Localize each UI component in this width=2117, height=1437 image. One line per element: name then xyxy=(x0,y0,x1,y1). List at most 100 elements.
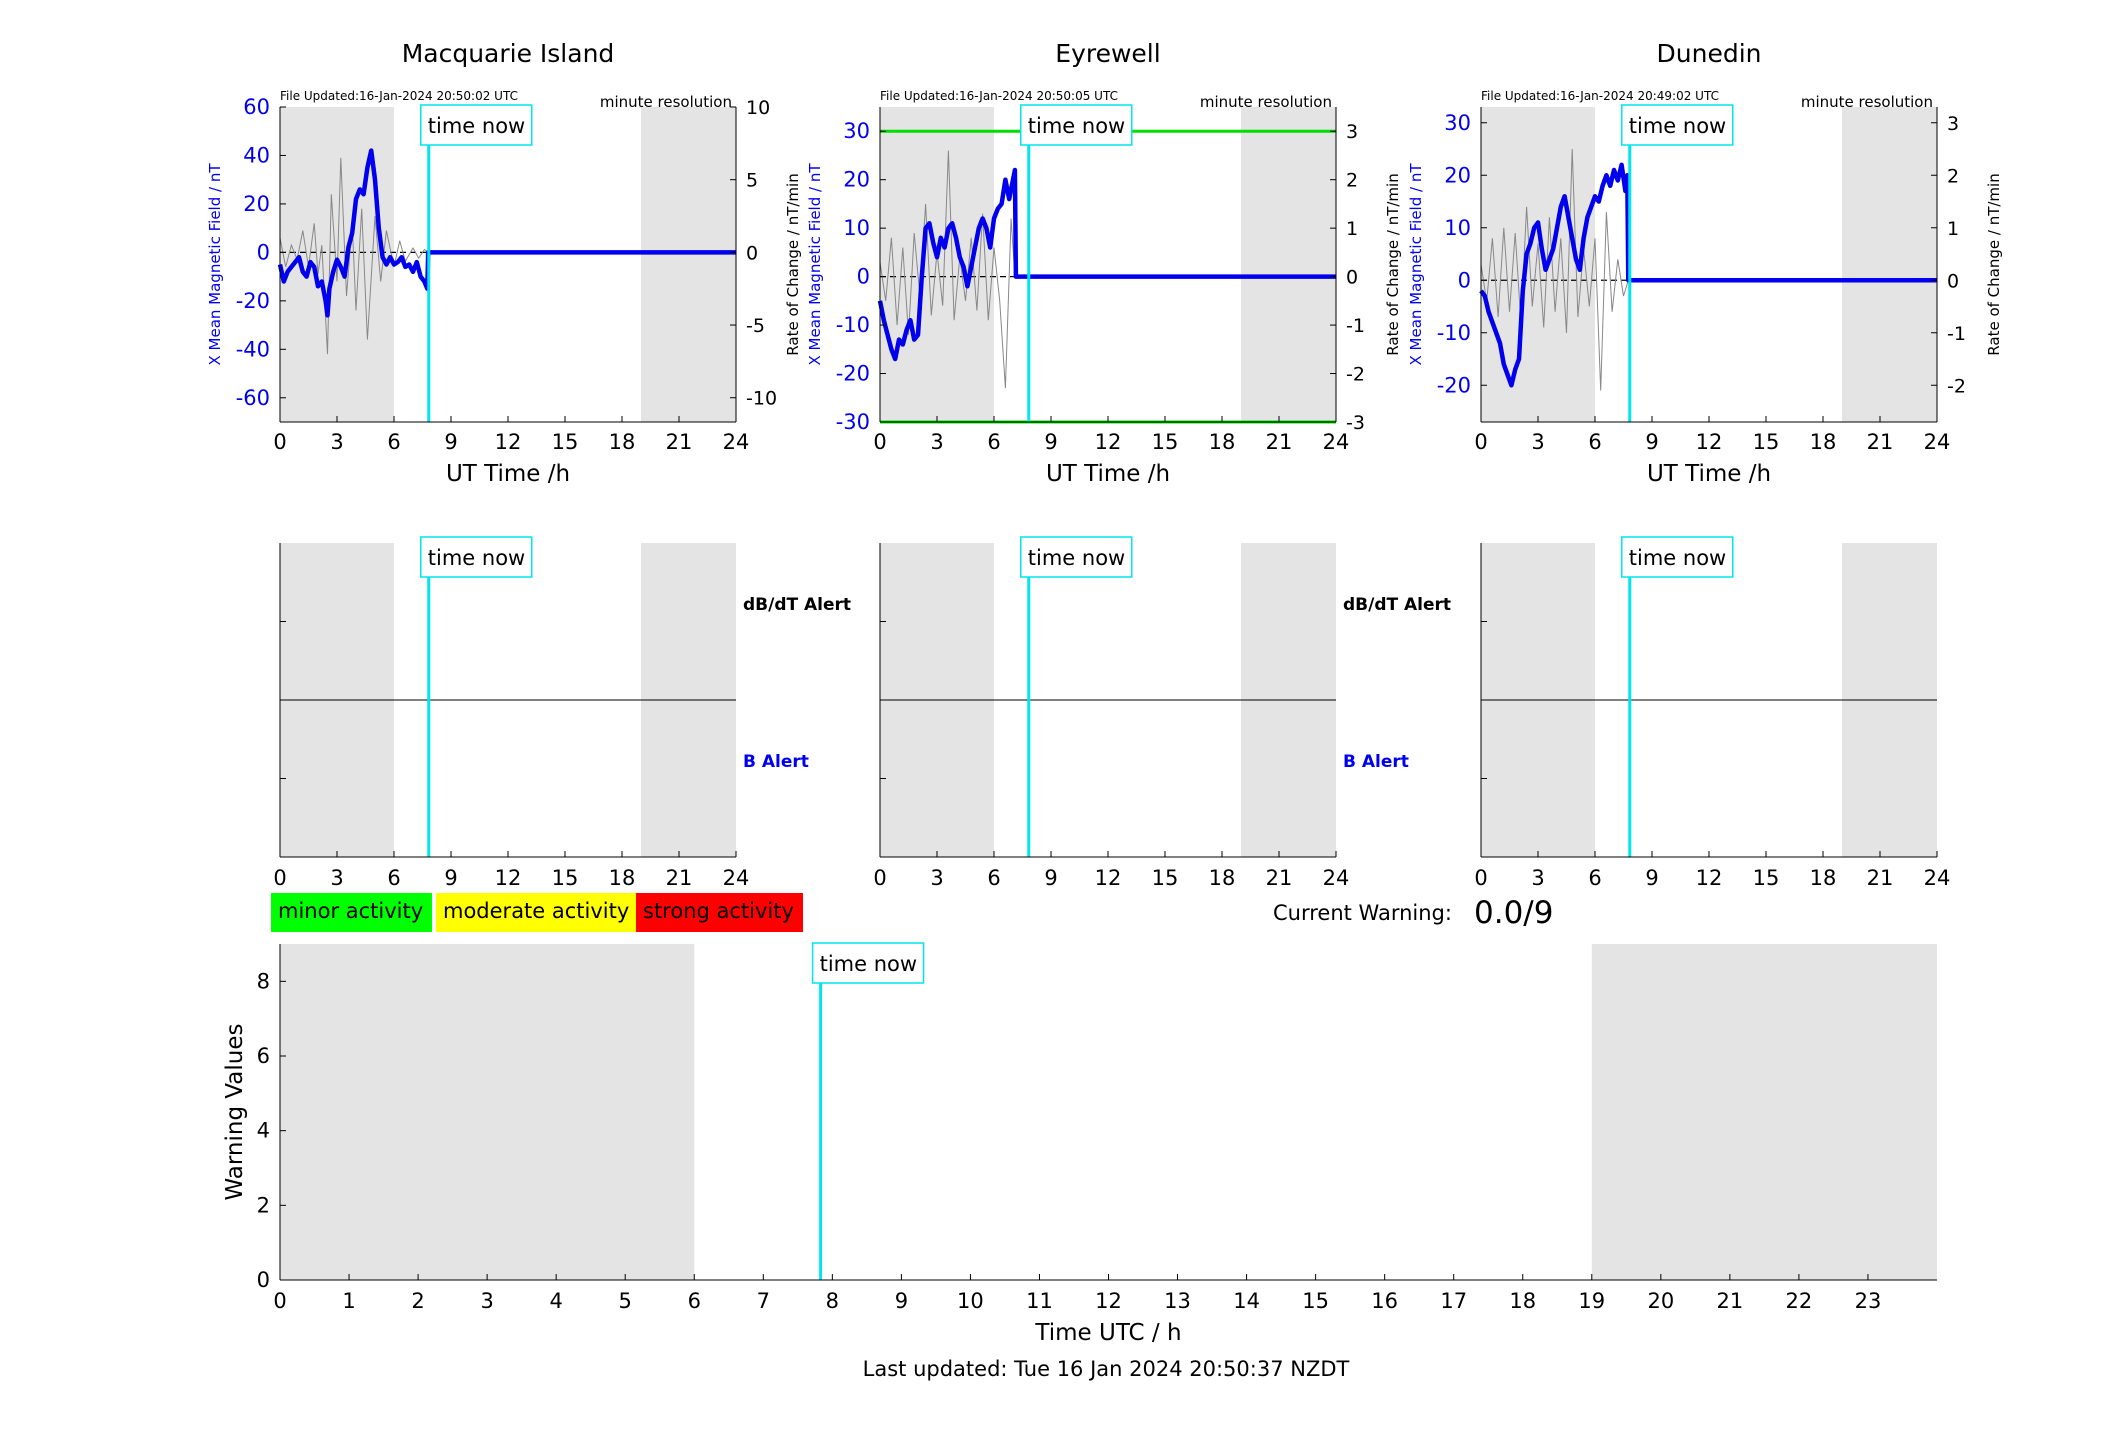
station-chart-1: Eyrewell File Updated:16-Jan-2024 20:50:0… xyxy=(806,39,1402,487)
x-tick-label: 12 xyxy=(495,866,522,890)
resolution-label: minute resolution xyxy=(1200,93,1332,111)
x-tick-label: 12 xyxy=(1095,866,1122,890)
x-tick-label: 20 xyxy=(1647,1289,1674,1313)
y-axis-label: X Mean Magnetic Field / nT xyxy=(1407,163,1425,366)
station-title: Macquarie Island xyxy=(402,39,615,68)
x-tick-label: 16 xyxy=(1371,1289,1398,1313)
y-axis-label: Warning Values xyxy=(222,1023,248,1200)
x-tick-label: 12 xyxy=(1696,430,1723,454)
file-updated: File Updated:16-Jan-2024 20:50:05 UTC xyxy=(880,89,1118,103)
x-tick-label: 15 xyxy=(552,430,579,454)
y-tick-label: 10 xyxy=(843,216,870,240)
x-tick-label: 22 xyxy=(1786,1289,1813,1313)
x-tick-label: 0 xyxy=(1474,866,1487,890)
rate-of-change-line xyxy=(879,150,1016,389)
y-tick-label: 20 xyxy=(843,168,870,192)
x-tick-label: 12 xyxy=(1095,430,1122,454)
x-tick-label: 14 xyxy=(1233,1289,1260,1313)
rate-of-change-line xyxy=(1480,148,1629,391)
y-tick-label: 2 xyxy=(257,1193,270,1217)
x-tick-label: 23 xyxy=(1855,1289,1882,1313)
y-right-tick-label: 0 xyxy=(1947,270,1959,292)
current-warning-label: Current Warning: xyxy=(1273,901,1452,925)
y-right-tick-label: -10 xyxy=(746,388,777,410)
x-tick-label: 19 xyxy=(1578,1289,1605,1313)
time-now-label-a0: time now xyxy=(428,546,525,570)
station-chart-0: Macquarie Island File Updated:16-Jan-2024… xyxy=(206,39,802,487)
time-now-box-s2 xyxy=(1621,104,1734,146)
x-tick-label: 15 xyxy=(1152,866,1179,890)
x-tick-label: 6 xyxy=(987,866,1000,890)
x-tick-label: 21 xyxy=(666,866,693,890)
x-tick-label: 12 xyxy=(495,430,522,454)
activity-legend: minor activity moderate activity strong … xyxy=(271,893,803,932)
last-updated: Last updated: Tue 16 Jan 2024 20:50:37 N… xyxy=(863,1357,1350,1381)
night-shade xyxy=(1241,107,1336,422)
current-warning-value: 0.0/9 xyxy=(1474,895,1553,931)
time-now-label-s1: time now xyxy=(1028,114,1125,138)
x-tick-label: 3 xyxy=(330,430,343,454)
x-tick-label: 24 xyxy=(1323,866,1350,890)
x-tick-label: 21 xyxy=(1717,1289,1744,1313)
x-tick-label: 3 xyxy=(330,866,343,890)
x-tick-label: 11 xyxy=(1026,1289,1053,1313)
y-right-tick-label: 3 xyxy=(1346,121,1358,143)
time-now-box-s0 xyxy=(420,104,533,146)
station-panels: Macquarie Island File Updated:16-Jan-2024… xyxy=(206,39,2003,487)
x-tick-label: 9 xyxy=(444,430,457,454)
y-right-tick-label: 1 xyxy=(1346,218,1358,240)
x-tick-label: 6 xyxy=(987,430,1000,454)
rate-of-change-line xyxy=(279,157,429,355)
alert-panel-2: time now 0 3 6 9 12 15 18 21 24 xyxy=(1474,536,1950,890)
x-tick-label: 0 xyxy=(873,866,886,890)
y-right-tick-label: -1 xyxy=(1947,323,1966,345)
file-updated: File Updated:16-Jan-2024 20:49:02 UTC xyxy=(1481,89,1719,103)
x-tick-label: 21 xyxy=(1867,430,1894,454)
x-tick-label: 15 xyxy=(1152,430,1179,454)
x-tick-label: 15 xyxy=(552,866,579,890)
x-axis-label: UT Time /h xyxy=(1647,461,1771,487)
x-tick-label: 5 xyxy=(619,1289,632,1313)
y-right-tick-label: -2 xyxy=(1346,364,1365,386)
time-now-label-s0: time now xyxy=(428,114,525,138)
y-tick-label: 30 xyxy=(1444,111,1471,135)
x-tick-label: 12 xyxy=(1095,1289,1122,1313)
x-tick-label: 0 xyxy=(873,430,886,454)
x-tick-label: 18 xyxy=(1810,866,1837,890)
y-right-axis-label: Rate of Change / nT/min xyxy=(1985,173,2003,355)
moderate-activity-label: moderate activity xyxy=(443,899,629,923)
x-tick-label: 18 xyxy=(1209,866,1236,890)
mean-field-line xyxy=(277,148,736,318)
y-right-tick-label: 0 xyxy=(1346,267,1358,289)
night-shade xyxy=(280,944,695,1280)
alert-panel-1: time now 0 3 6 9 12 15 18 21 24 dB/dT Alert B Alert xyxy=(873,536,1451,890)
y-tick-label: -40 xyxy=(236,337,270,361)
y-axis-label: X Mean Magnetic Field / nT xyxy=(806,163,824,366)
station-chart-2: Dunedin File Updated:16-Jan-2024 20:49:02… xyxy=(1407,39,2003,487)
y-right-tick-label: -2 xyxy=(1947,375,1966,397)
y-right-tick-label: -3 xyxy=(1346,412,1365,434)
y-right-tick-label: 3 xyxy=(1947,113,1959,135)
x-tick-label: 0 xyxy=(273,430,286,454)
strong-activity-swatch xyxy=(636,893,803,932)
x-tick-label: 24 xyxy=(1323,430,1350,454)
x-tick-label: 15 xyxy=(1753,430,1780,454)
night-shade xyxy=(1591,944,1937,1280)
x-tick-label: 9 xyxy=(1044,866,1057,890)
y-tick-label: 10 xyxy=(1444,216,1471,240)
y-tick-label: 8 xyxy=(257,969,270,993)
x-tick-label: 9 xyxy=(1044,430,1057,454)
time-now-box-w xyxy=(811,942,925,984)
time-now-box-a1 xyxy=(1020,536,1133,578)
x-tick-label: 24 xyxy=(1924,430,1951,454)
x-tick-label: 18 xyxy=(1810,430,1837,454)
y-right-axis-label: Rate of Change / nT/min xyxy=(1384,173,1402,355)
minor-activity-label: minor activity xyxy=(278,899,423,923)
moderate-activity-swatch xyxy=(436,893,636,932)
y-right-tick-label: 2 xyxy=(1346,170,1358,192)
x-tick-label: 9 xyxy=(1645,430,1658,454)
y-tick-label: 60 xyxy=(243,95,270,119)
x-tick-label: 24 xyxy=(723,430,750,454)
